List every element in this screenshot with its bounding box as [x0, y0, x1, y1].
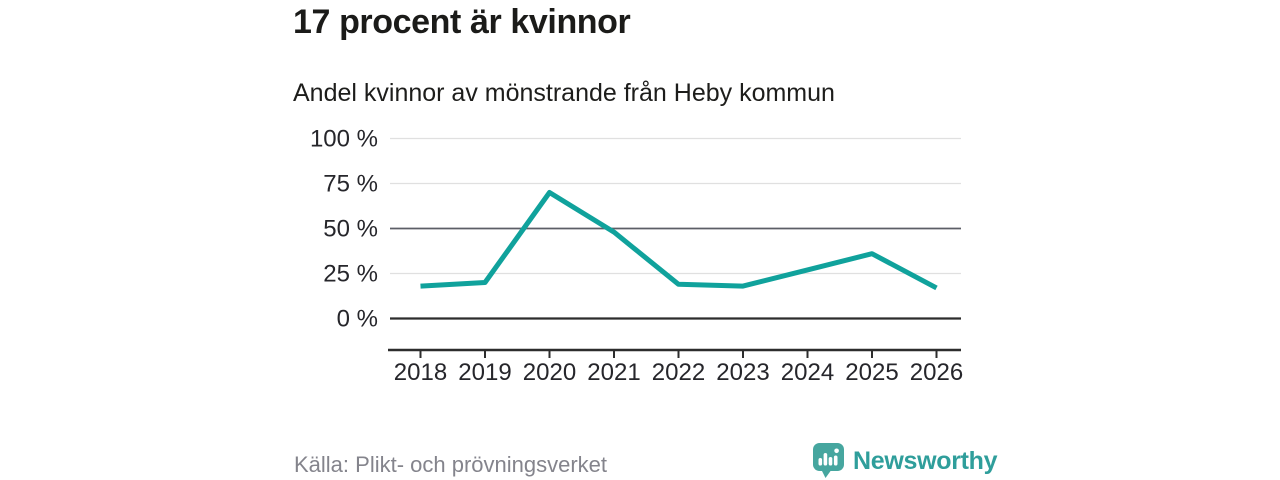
- newsworthy-logo: Newsworthy: [812, 442, 998, 479]
- x-axis-label: 2026: [910, 359, 963, 386]
- chart-title: 17 procent är kvinnor: [293, 3, 631, 41]
- y-axis-label: 25 %: [323, 261, 378, 288]
- line-chart-svg: 0 % 25 % 50 % 75 % 100 % 2018 2019 2020 2021 2022…: [310, 126, 963, 387]
- x-axis-label: 2021: [587, 359, 640, 386]
- y-axis-label: 100 %: [310, 126, 378, 153]
- x-axis-label: 2018: [394, 359, 447, 386]
- x-axis-label: 2020: [523, 359, 576, 386]
- y-axis-label: 50 %: [323, 216, 378, 243]
- data-line: [420, 190, 938, 291]
- chart-subtitle: Andel kvinnor av mönstrande från Heby ko…: [293, 79, 835, 107]
- x-axis-label: 2022: [652, 359, 705, 386]
- x-axis-label: 2023: [716, 359, 769, 386]
- x-axis-label: 2025: [845, 359, 898, 386]
- x-axis-label: 2024: [781, 359, 834, 386]
- y-axis-label: 75 %: [323, 171, 378, 198]
- y-axis-label: 0 %: [337, 306, 378, 333]
- newsworthy-icon: [813, 443, 844, 478]
- line-chart: 0 % 25 % 50 % 75 % 100 % 2018 2019 2020 2021 2022…: [290, 115, 990, 390]
- source-note: Källa: Plikt- och prövningsverket: [294, 452, 608, 477]
- newsworthy-wordmark: Newsworthy: [853, 446, 998, 475]
- x-axis-label: 2019: [458, 359, 511, 386]
